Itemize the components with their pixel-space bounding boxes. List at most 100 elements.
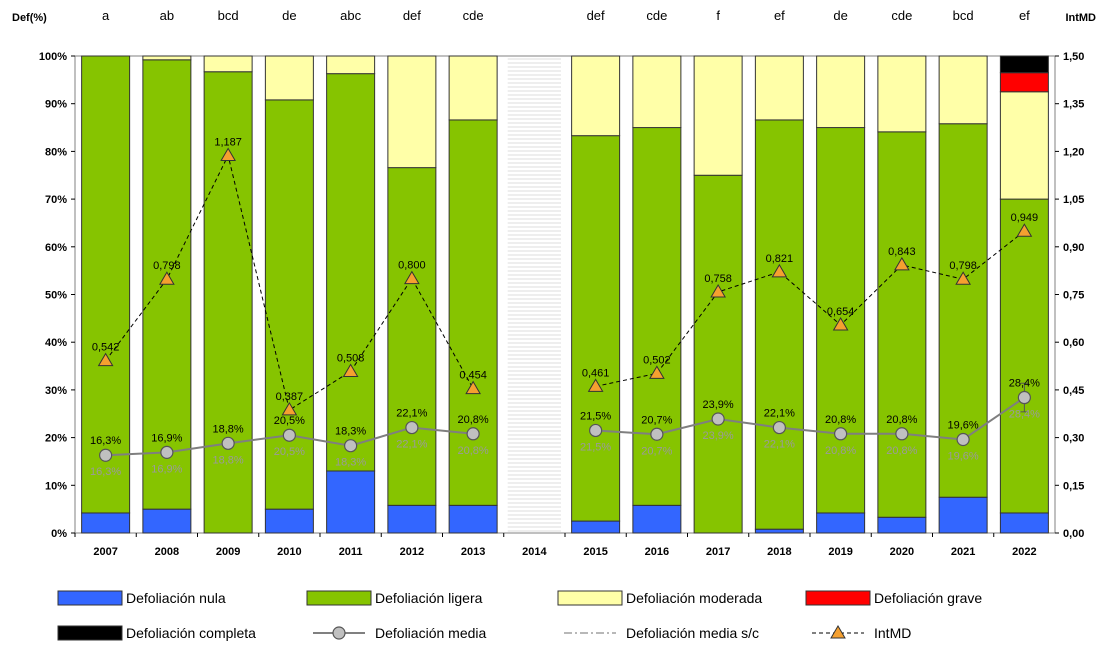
bar-segment-defoliaci-n-ligera-2012 <box>387 167 437 506</box>
bar-segment-defoliaci-n-nula-2008 <box>142 508 192 534</box>
bar-segment-defoliaci-n-moderada-2018 <box>754 55 804 121</box>
significance-group-2008: ab <box>160 8 174 23</box>
series-lines <box>97 147 1033 462</box>
left-tick-label: 50% <box>45 290 67 302</box>
defoliacion-media-sc-label-2007: 16,3% <box>90 466 121 478</box>
bar-segment-defoliaci-n-ligera-2017 <box>693 174 743 534</box>
defoliacion-media-point-2016 <box>650 427 664 441</box>
right-tick-label: 1,05 <box>1063 194 1084 206</box>
x-tick-label-2015: 2015 <box>583 546 607 558</box>
defoliacion-media-sc-label-2011: 18,3% <box>335 457 366 469</box>
legend-defoliaci-n-completa-label: Defoliación completa <box>126 625 256 641</box>
x-tick-label-2012: 2012 <box>400 546 424 558</box>
left-tick-label: 60% <box>45 242 67 254</box>
bar-segment-defoliaci-n-nula-2015 <box>571 520 621 534</box>
legend-defoliaci-n-grave-swatch <box>805 590 871 606</box>
x-tick-label-2016: 2016 <box>645 546 669 558</box>
significance-group-2021: bcd <box>953 8 974 23</box>
bar-segment-defoliaci-n-moderada-2009 <box>203 55 253 73</box>
defoliacion-media-label-2013: 20,8% <box>458 414 489 426</box>
bar-segment-defoliaci-n-nula-2007 <box>81 512 131 534</box>
defoliacion-media-label-2008: 16,9% <box>151 432 182 444</box>
significance-group-2010: de <box>282 8 296 23</box>
intmd-point-2009 <box>220 147 236 162</box>
intmd-point-2017 <box>710 283 726 298</box>
significance-group-2018: ef <box>774 8 785 23</box>
x-tick-label-2014: 2014 <box>522 546 547 558</box>
defoliacion-media-point-2017 <box>711 412 725 426</box>
x-tick-label-2020: 2020 <box>890 546 914 558</box>
legend-defoliaci-n-moderada-label: Defoliación moderada <box>626 590 762 606</box>
intmd-point-2012 <box>404 270 420 285</box>
x-tick-label-2018: 2018 <box>767 546 791 558</box>
defoliacion-media-sc-label-2020: 20,8% <box>886 445 917 457</box>
significance-group-2016: cde <box>646 8 667 23</box>
bar-segment-defoliaci-n-ligera-2015 <box>571 135 621 522</box>
left-tick-label: 80% <box>45 146 67 158</box>
x-tick-label-2017: 2017 <box>706 546 730 558</box>
bar-segment-defoliaci-n-moderada-2020 <box>877 55 927 133</box>
legend-defoliaci-n-completa-swatch <box>57 625 123 641</box>
bar-segment-defoliaci-n-moderada-2016 <box>632 55 682 129</box>
left-tick-label: 90% <box>45 99 67 111</box>
bar-segment-defoliaci-n-nula-2013 <box>448 504 498 534</box>
significance-group-2009: bcd <box>218 8 239 23</box>
bar-segment-defoliaci-n-nula-2010 <box>264 508 314 534</box>
defoliacion-media-label-2018: 22,1% <box>764 408 795 420</box>
defoliacion-media-point-2018 <box>772 420 786 435</box>
defoliacion-media-point-2021 <box>956 432 970 447</box>
defoliacion-media-sc-label-2016: 20,7% <box>641 445 672 457</box>
missing-year-hatch <box>507 58 561 532</box>
bar-segment-defoliaci-n-nula-2011 <box>326 470 376 534</box>
bar-segment-defoliaci-n-moderada-2011 <box>326 55 376 75</box>
significance-group-2019: de <box>833 8 847 23</box>
bar-segment-defoliaci-n-moderada-2008 <box>142 55 192 61</box>
intmd-point-2011 <box>342 363 359 377</box>
intmd-point-2008 <box>159 271 175 285</box>
bar-segment-defoliaci-n-nula-2019 <box>816 512 866 534</box>
right-tick-label: 1,35 <box>1063 99 1084 111</box>
x-tick-label-2011: 2011 <box>339 546 363 558</box>
bar-segment-defoliaci-n-nula-2021 <box>938 496 988 534</box>
defoliacion-media-label-2016: 20,7% <box>641 414 672 426</box>
defoliacion-media-label-2021: 19,6% <box>948 420 979 432</box>
axes: a ab bcd de abc def cde def cde f ef de cde bcd ef Def(… <box>12 8 1096 558</box>
defoliacion-media-label-2012: 22,1% <box>396 408 427 420</box>
x-tick-label-2009: 2009 <box>216 546 240 558</box>
intmd-label-2016: 0,502 <box>643 354 671 366</box>
x-tick-label-2007: 2007 <box>93 546 117 558</box>
defoliacion-media-label-2015: 21,5% <box>580 410 611 422</box>
significance-group-2011: abc <box>340 8 361 23</box>
defoliacion-media-point-2008 <box>160 445 174 459</box>
defoliacion-media-sc-label-2008: 16,9% <box>151 463 182 475</box>
left-tick-label: 30% <box>45 385 67 397</box>
intmd-label-2020: 0,843 <box>888 246 916 258</box>
bar-segment-defoliaci-n-nula-2022 <box>999 512 1049 534</box>
intmd-point-2019 <box>832 317 849 331</box>
legend-defoliaci-n-grave-label: Defoliación grave <box>874 590 982 606</box>
defoliacion-media-point-2010 <box>282 428 296 442</box>
bar-segment-defoliaci-n-moderada-2017 <box>693 55 743 176</box>
right-tick-label: 1,50 <box>1063 51 1084 63</box>
x-tick-label-2019: 2019 <box>828 546 852 558</box>
legend-defoliaci-n-media-s-c-label: Defoliación media s/c <box>626 625 759 641</box>
legend-defoliaci-n-nula-swatch <box>57 590 123 606</box>
defoliacion-media-sc-label-2009: 18,8% <box>213 454 244 466</box>
data-labels: 0,542 0,798 1,187 0,387 0,508 0,800 0,454 0,461… <box>90 137 1040 479</box>
intmd-point-2010 <box>281 401 298 416</box>
defoliacion-media-point-2019 <box>834 427 848 441</box>
left-axis-title: Def(%) <box>12 12 47 24</box>
right-tick-label: 0,30 <box>1063 433 1084 445</box>
right-tick-label: 0,60 <box>1063 337 1084 349</box>
intmd-point-2018 <box>771 263 788 278</box>
intmd-point-2020 <box>894 256 910 271</box>
intmd-label-2017: 0,758 <box>704 273 732 285</box>
bar-segment-defoliaci-n-grave-2022 <box>999 72 1049 93</box>
bar-segment-defoliaci-n-moderada-2013 <box>448 55 498 121</box>
defoliacion-media-sc-label-2022: 28,4% <box>1009 409 1040 421</box>
defoliacion-media-sc-label-2017: 23,9% <box>703 430 734 442</box>
intmd-label-2008: 0,798 <box>153 260 181 272</box>
x-tick-label-2010: 2010 <box>277 546 301 558</box>
left-tick-label: 10% <box>45 480 67 492</box>
defoliacion-media-point-2011 <box>344 439 358 453</box>
